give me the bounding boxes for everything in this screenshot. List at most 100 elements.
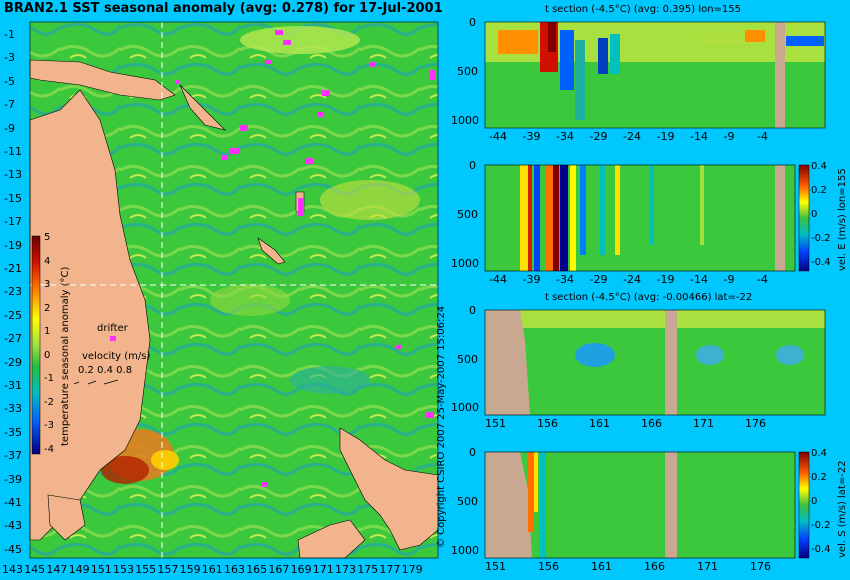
lat-tick-label: -13: [4, 168, 22, 182]
lon-tick-label: 157: [157, 563, 179, 576]
panel-title: t section (-4.5°C) (avg: 0.395) lon=155: [545, 4, 742, 15]
panel-xtick-label: -39: [522, 273, 541, 286]
lat-tick-label: -9: [4, 121, 15, 135]
lat-tick-label: -45: [4, 542, 22, 556]
section-panel-4: [484, 451, 810, 559]
panel-xtick-label: -34: [556, 273, 574, 286]
panel-title: t section (-4.5°C) (avg: -0.00466) lat=-…: [545, 292, 753, 303]
colorbar-tick-label: 3: [44, 279, 51, 290]
lon-tick-label: 175: [357, 563, 379, 576]
lon-tick-label: 161: [201, 563, 223, 576]
lon-tick-label: 179: [401, 563, 423, 576]
lon-tick-label: 145: [24, 563, 46, 576]
lon-tick-label: 147: [46, 563, 68, 576]
drifter-label: drifter: [97, 323, 128, 334]
copyright-text: © Copyright CSIRO 2007 25-May-2007 15:06…: [436, 305, 447, 548]
lat-tick-label: -3: [4, 51, 15, 65]
panel-ytick-label: 0: [469, 304, 476, 317]
colorbar-tick-label: 0: [44, 349, 51, 361]
sst-map: [29, 21, 439, 559]
section-panel-1: [484, 21, 826, 129]
lon-tick-label: 177: [379, 563, 401, 576]
colorbar-tick-label: 1: [44, 326, 51, 337]
lat-tick-label: -21: [4, 262, 22, 275]
panel-xtick-label: -44: [489, 130, 507, 143]
panel-xtick-label: 161: [589, 417, 610, 430]
panel-xtick-label: -9: [723, 273, 735, 286]
panel-xtick-label: -39: [522, 130, 541, 143]
velocity-scale: [73, 379, 119, 385]
panel-xtick-label: 176: [745, 417, 766, 430]
panel-colorbar-tick: 0: [811, 496, 818, 507]
colorbar-tick-label: 5: [44, 232, 51, 243]
lat-tick-label: -5: [4, 74, 15, 88]
panel-ytick-label: 1000: [451, 401, 479, 414]
lat-tick-label: -29: [4, 355, 22, 369]
panel-colorbar-label: vel. S (m/s) lat=-22: [837, 460, 848, 558]
map-title: BRAN2.1 SST seasonal anomaly (avg: 0.278…: [4, 1, 443, 16]
colorbar-tick-label: 2: [44, 302, 51, 314]
panel-xtick-label: 171: [693, 417, 714, 430]
lon-tick-label: 153: [113, 563, 134, 576]
velocity-label: velocity (m/s): [82, 351, 151, 362]
lat-tick-label: -33: [4, 402, 22, 416]
lat-tick-label: -11: [4, 145, 22, 158]
panel-xtick-label: -34: [556, 130, 574, 143]
panel-xtick-label: 151: [485, 560, 506, 573]
panel-colorbar-tick: -0.2: [811, 233, 831, 244]
section-panel-3: [484, 309, 826, 416]
panel-ytick-label: 1000: [451, 544, 479, 557]
panel-xtick-label: 156: [538, 560, 559, 573]
panel-xtick-label: 156: [537, 417, 558, 430]
panel-xtick-label: -24: [623, 273, 641, 286]
lon-tick-label: 151: [90, 563, 112, 576]
panel-xtick-label: 166: [641, 417, 662, 430]
panel-xtick-label: -19: [656, 130, 675, 143]
panel-xtick-label: 171: [697, 560, 718, 573]
sst-colorbar: [31, 235, 41, 455]
lat-tick-label: -15: [4, 191, 22, 205]
lat-tick-label: -17: [4, 215, 22, 229]
lat-tick-label: -31: [4, 379, 22, 392]
panel-xtick-label: -4: [757, 273, 768, 286]
panel-xtick-label: -14: [690, 273, 708, 286]
lon-tick-label: 143: [2, 563, 23, 576]
lat-tick-label: -35: [4, 425, 22, 439]
lat-tick-label: -19: [4, 238, 22, 252]
lon-tick-label: 163: [224, 563, 245, 576]
panel-colorbar-tick: -0.4: [811, 544, 831, 555]
lon-tick-label: 167: [268, 563, 290, 576]
panel-xtick-label: -44: [489, 273, 507, 286]
lon-tick-label: 165: [246, 563, 268, 576]
colorbar-tick-label: -4: [44, 443, 54, 455]
colorbar-label: temperature seasonal anomaly (°C): [60, 266, 71, 446]
panel-ytick-label: 500: [457, 65, 478, 78]
lon-tick-label: 149: [68, 563, 90, 576]
lat-tick-label: -41: [4, 496, 22, 509]
lat-tick-label: -43: [4, 519, 22, 533]
lat-tick-label: -39: [4, 472, 22, 486]
panel-ytick-label: 500: [457, 208, 478, 221]
panel-xtick-label: -4: [757, 130, 768, 143]
lat-tick-label: -1: [4, 28, 15, 41]
panel-xtick-label: 151: [485, 417, 506, 430]
panel-xtick-label: -24: [623, 130, 641, 143]
new-guinea-landmass: [29, 59, 176, 101]
panel-ytick-label: 500: [457, 352, 478, 366]
panel-ytick-label: 1000: [451, 114, 479, 127]
panel-xtick-label: -29: [589, 273, 608, 286]
panel-xtick-label: -9: [723, 130, 735, 143]
panel-xtick-label: 161: [591, 560, 612, 573]
lat-tick-label: -7: [4, 98, 15, 112]
new-zealand-landmass: [339, 427, 439, 551]
panel-ytick-label: 0: [469, 16, 476, 29]
panel-colorbar-tick: 0.2: [811, 472, 827, 483]
lon-tick-label: 159: [179, 563, 201, 576]
panel-colorbar-tick: 0.4: [811, 448, 827, 459]
panel-colorbar-tick: -0.2: [811, 520, 831, 531]
tasmania-landmass: [47, 494, 86, 541]
panel-colorbar-tick: -0.4: [811, 257, 831, 268]
colorbar-tick-label: -2: [44, 396, 54, 408]
colorbar-tick-label: -3: [44, 420, 54, 431]
lat-tick-label: -37: [4, 449, 22, 463]
